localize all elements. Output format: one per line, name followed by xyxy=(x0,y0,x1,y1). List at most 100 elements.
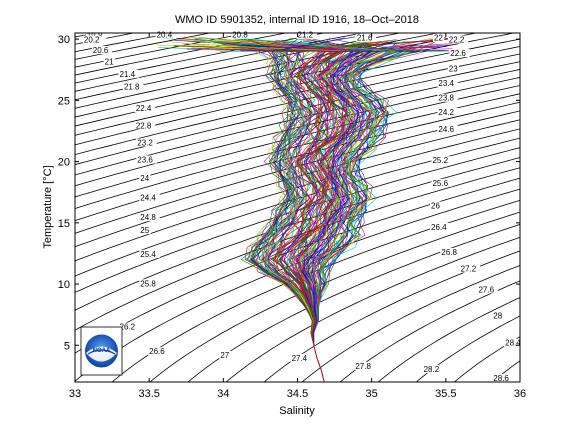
isopycnal-label: 26.2 xyxy=(120,323,136,332)
isopycnal-line xyxy=(75,33,362,92)
profile-line xyxy=(294,42,367,382)
isopycnal-label-bg xyxy=(155,30,176,39)
isopycnal-label: 23.8 xyxy=(438,94,454,103)
isopycnal-label: 25.2 xyxy=(432,156,448,165)
isopycnal-label: 25.6 xyxy=(432,179,448,188)
isopycnal-label: 28.2 xyxy=(424,365,440,374)
isopycnal-label-bg xyxy=(437,79,458,88)
isopycnal-label-bg xyxy=(354,361,375,370)
isopycnal-label-bg xyxy=(139,225,151,234)
isopycnal-label: 27.8 xyxy=(355,362,371,371)
profile-line xyxy=(240,50,380,382)
isopycnal-label: 20.2 xyxy=(84,36,100,45)
isopycnal-label: 27.2 xyxy=(461,265,477,274)
isopycnal-line xyxy=(263,250,520,382)
isopycnal-label-bg xyxy=(134,121,156,130)
isopycnal-label-bg xyxy=(122,82,144,91)
x-tick-label: 35.5 xyxy=(435,388,456,400)
x-tick-label: 33.5 xyxy=(138,388,159,400)
isopycnal-label: 24.4 xyxy=(140,194,156,203)
isopycnal-label-bg xyxy=(139,213,160,222)
isopycnal-label-bg xyxy=(437,93,458,102)
y-axis-ticks: 5 10 15 20 25 30 xyxy=(58,34,520,352)
isopycnal-label-bg xyxy=(85,31,107,40)
isopycnal-label: 21 xyxy=(105,58,114,67)
isopycnal-line xyxy=(75,167,520,331)
isopycnal-label: 22 xyxy=(434,34,443,43)
y-tick-label: 25 xyxy=(58,95,70,107)
isopycnal-labels: 19.820.220.420.620.82121.221.421.621.822… xyxy=(82,30,525,383)
isopycnal-label-bg xyxy=(139,193,160,202)
isopycnal-label: 25.4 xyxy=(140,250,156,259)
isopycnal-label-bg xyxy=(136,155,157,164)
isopycnal-line xyxy=(187,223,520,382)
isopycnal-line xyxy=(377,297,520,382)
isopycnal-label-bg xyxy=(91,45,113,54)
x-tick-label: 33 xyxy=(69,388,81,400)
isopycnal-line xyxy=(454,336,520,382)
isopycnal-label: 22.6 xyxy=(450,49,466,58)
isopycnal-label: 20.8 xyxy=(232,31,248,40)
y-tick-label: 30 xyxy=(58,34,70,46)
isopycnal-line xyxy=(492,360,520,382)
isopycnal-label: 23.2 xyxy=(137,138,153,147)
isopycnal-label-bg xyxy=(296,30,317,39)
isopycnal-label-bg xyxy=(231,30,252,39)
isopycnal-label-bg xyxy=(148,347,169,356)
isopycnal-label: 28.6 xyxy=(493,374,509,383)
isopycnal-label: 23.6 xyxy=(137,156,153,165)
isopycnal-label: 26.4 xyxy=(431,223,447,232)
isopycnal-label-bg xyxy=(430,201,442,210)
isopycnal-line xyxy=(0,33,20,382)
isopycnal-label: 24.2 xyxy=(438,108,454,117)
isopycnal-label: 24.8 xyxy=(140,213,156,222)
isopycnal-line xyxy=(75,38,520,136)
noaa-logo-text: NOAA xyxy=(93,348,111,354)
isopycnal-label: 27.6 xyxy=(478,285,494,294)
isopycnal-label: 22.8 xyxy=(136,121,152,130)
isopycnal-label-bg xyxy=(492,374,513,383)
isopycnal-label: 23 xyxy=(449,64,458,73)
isopycnal-label: 28 xyxy=(493,312,502,321)
isopycnal-label: 22.2 xyxy=(449,36,465,45)
y-tick-label: 15 xyxy=(58,218,70,230)
isopycnal-label-bg xyxy=(118,69,139,78)
isopycnal-label: 26.6 xyxy=(149,347,165,356)
isopycnal-label: 20.6 xyxy=(93,46,109,55)
y-tick-label: 10 xyxy=(58,279,70,291)
isopycnal-label: 27 xyxy=(220,351,229,360)
profile-line xyxy=(284,50,348,382)
x-axis-label: Salinity xyxy=(279,405,315,417)
isopycnal-label-bg xyxy=(449,49,470,58)
isopycnal-label-bg xyxy=(447,35,469,44)
isopycnal-line xyxy=(75,157,520,311)
isopycnal-line xyxy=(339,280,520,382)
isopycnal-label: 23.4 xyxy=(438,79,454,88)
isopycnal-label-bg xyxy=(459,264,481,273)
isopycnal-label-bg xyxy=(139,249,160,258)
isopycnal-line xyxy=(75,33,476,118)
isopycnal-line xyxy=(75,77,520,187)
isopycnal-label: 25.8 xyxy=(140,279,156,288)
isopycnal-label: 21.4 xyxy=(120,70,136,79)
isopycnal-label-bg xyxy=(447,64,459,73)
isopycnal-label-bg xyxy=(139,173,151,182)
isopycnal-line xyxy=(75,33,438,109)
profile-line xyxy=(240,50,445,382)
isopycnal-label-bg xyxy=(437,107,458,116)
isopycnal-line xyxy=(75,110,520,234)
isopycnal-line xyxy=(415,315,520,382)
isopycnal-line xyxy=(75,93,520,209)
isopycnal-label: 24 xyxy=(140,174,149,183)
isopycnal-label: 27.4 xyxy=(292,354,308,363)
x-axis-ticks: 33 33.5 34 34.5 35 35.5 36 xyxy=(69,33,526,400)
isopycnal-label: 21.2 xyxy=(298,31,314,40)
isopycnal-label: 20.4 xyxy=(157,31,173,40)
isopycnal-line xyxy=(75,137,520,277)
isopycnal-line xyxy=(75,119,520,248)
isopycnal-label-bg xyxy=(431,156,452,165)
isopycnal-line xyxy=(301,264,520,382)
isopycnal-line xyxy=(111,199,520,382)
isopycnal-label-bg xyxy=(504,338,525,347)
isopycnal-label-bg xyxy=(118,322,139,331)
